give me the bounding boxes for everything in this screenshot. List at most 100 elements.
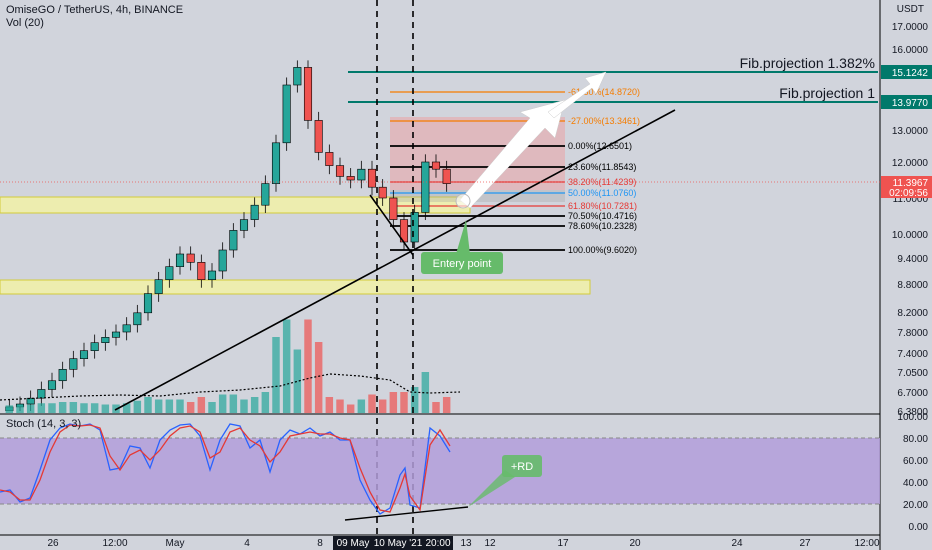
last-price: 11.3967 — [893, 178, 929, 189]
candle-body — [101, 337, 110, 343]
white-arrow-long — [547, 71, 607, 119]
volume-bar — [133, 400, 142, 413]
volume-bar — [48, 403, 56, 413]
candle-body — [357, 168, 366, 181]
stoch-tick: 80.00 — [903, 434, 928, 445]
time-tick: 27 — [799, 538, 811, 549]
white-arrow-short — [459, 99, 566, 209]
candle-body — [261, 183, 270, 206]
volume-bar — [80, 403, 88, 413]
proj-1-price-tag — [881, 95, 932, 109]
price-tick: 8.2000 — [897, 308, 928, 319]
proj-1382-price-tag — [881, 65, 932, 79]
candle-body — [47, 380, 57, 390]
fib-level-label: 70.50%(10.4716) — [568, 211, 637, 221]
demand-zone-lower — [0, 279, 591, 295]
volume-bar — [250, 397, 259, 413]
volume-bar — [197, 397, 206, 413]
entry-point-label: Entery point — [433, 258, 492, 270]
candle-body — [79, 350, 89, 359]
volume-bar — [368, 394, 376, 413]
volume-bar — [336, 399, 344, 413]
fib-level-label: -61.80%(14.8720) — [568, 87, 640, 97]
candle-body — [122, 324, 131, 333]
fib-level-label: 23.60%(11.8543) — [568, 162, 636, 172]
volume-bar — [410, 387, 419, 413]
fib-proj-1382-label: Fib.projection 1.382% — [740, 55, 875, 71]
volume-bar — [101, 404, 110, 413]
countdown: 02:09:56 — [889, 188, 928, 199]
candle-body — [58, 369, 67, 382]
candle-body — [335, 165, 345, 177]
stoch-d-line — [0, 424, 451, 513]
price-tick: 8.8000 — [897, 280, 928, 291]
time-highlight-1: 09 May — [337, 538, 370, 549]
candle-body — [378, 186, 387, 199]
volume-bar — [186, 402, 195, 413]
candle-body — [250, 204, 259, 220]
stoch-axis[interactable]: 100.00 80.00 60.00 40.00 20.00 0.00 — [897, 412, 928, 533]
volume-bar — [421, 372, 430, 413]
volume-bar — [346, 404, 355, 413]
volume-bar — [293, 349, 302, 413]
candle-body — [367, 168, 377, 188]
volume-bar — [218, 394, 227, 413]
uptrend-line — [114, 109, 676, 411]
price-axis[interactable]: 17.000016.000015.000014.000013.000012.00… — [892, 22, 929, 418]
volume-bar — [240, 399, 248, 413]
volume-bar — [122, 403, 131, 413]
volume-group — [5, 319, 451, 413]
stoch-tick: 100.00 — [897, 412, 928, 423]
fib-level-label: 61.80%(10.7281) — [568, 201, 637, 211]
fib-level-label: 38.20%(11.4239) — [568, 177, 636, 187]
volume-bar — [154, 399, 163, 413]
candle-body — [346, 176, 355, 181]
volume-bar — [261, 392, 270, 413]
candle-body — [325, 152, 334, 166]
candle-body — [218, 249, 227, 272]
candle-body — [282, 84, 291, 144]
volume-bar — [357, 399, 366, 413]
volume-bar — [304, 319, 312, 413]
candle-body — [175, 253, 185, 267]
candle-body — [165, 266, 174, 280]
volume-bar — [389, 392, 398, 413]
candle-body — [90, 342, 99, 351]
rd-box — [502, 455, 542, 477]
candle-body — [197, 262, 206, 280]
fib-proj-1-label: Fib.projection 1 — [779, 85, 875, 101]
stoch-label: Stoch (14, 3, 3) — [6, 418, 82, 430]
stoch-tick: 0.00 — [909, 522, 929, 533]
rd-label: +RD — [511, 461, 533, 473]
time-tick-13: 13 — [460, 538, 472, 549]
time-tick: 26 — [47, 538, 59, 549]
price-tick: 13.0000 — [892, 126, 929, 137]
volume-ma-line — [0, 373, 461, 401]
fib-level-label: 0.00%(12.6501) — [568, 141, 632, 151]
candle-body — [111, 331, 121, 338]
volume-bar — [69, 402, 78, 413]
volume-bar — [26, 404, 35, 413]
currency-label: USDT — [897, 4, 924, 15]
entry-pointer — [456, 220, 470, 254]
price-tick: 11.0000 — [893, 194, 929, 205]
candle-body — [389, 197, 398, 220]
price-tick: 7.4000 — [897, 349, 928, 360]
volume-bar — [442, 397, 451, 413]
time-axis[interactable]: 26 12:00 May 4 8 12 17 20 24 27 12:00 — [47, 538, 880, 549]
rd-pointer — [468, 470, 515, 507]
candle-body — [186, 253, 195, 263]
price-tick: 12.0000 — [892, 158, 929, 169]
time-tick: 24 — [731, 538, 743, 549]
time-tick: 20 — [629, 538, 641, 549]
candle-body — [314, 120, 323, 153]
candle-body — [69, 358, 78, 370]
volume-bar — [432, 402, 440, 413]
candle-body — [410, 212, 419, 243]
candle-body — [442, 168, 451, 184]
candles-group — [5, 60, 451, 411]
candle-body — [207, 270, 217, 280]
volume-bar — [272, 337, 280, 413]
